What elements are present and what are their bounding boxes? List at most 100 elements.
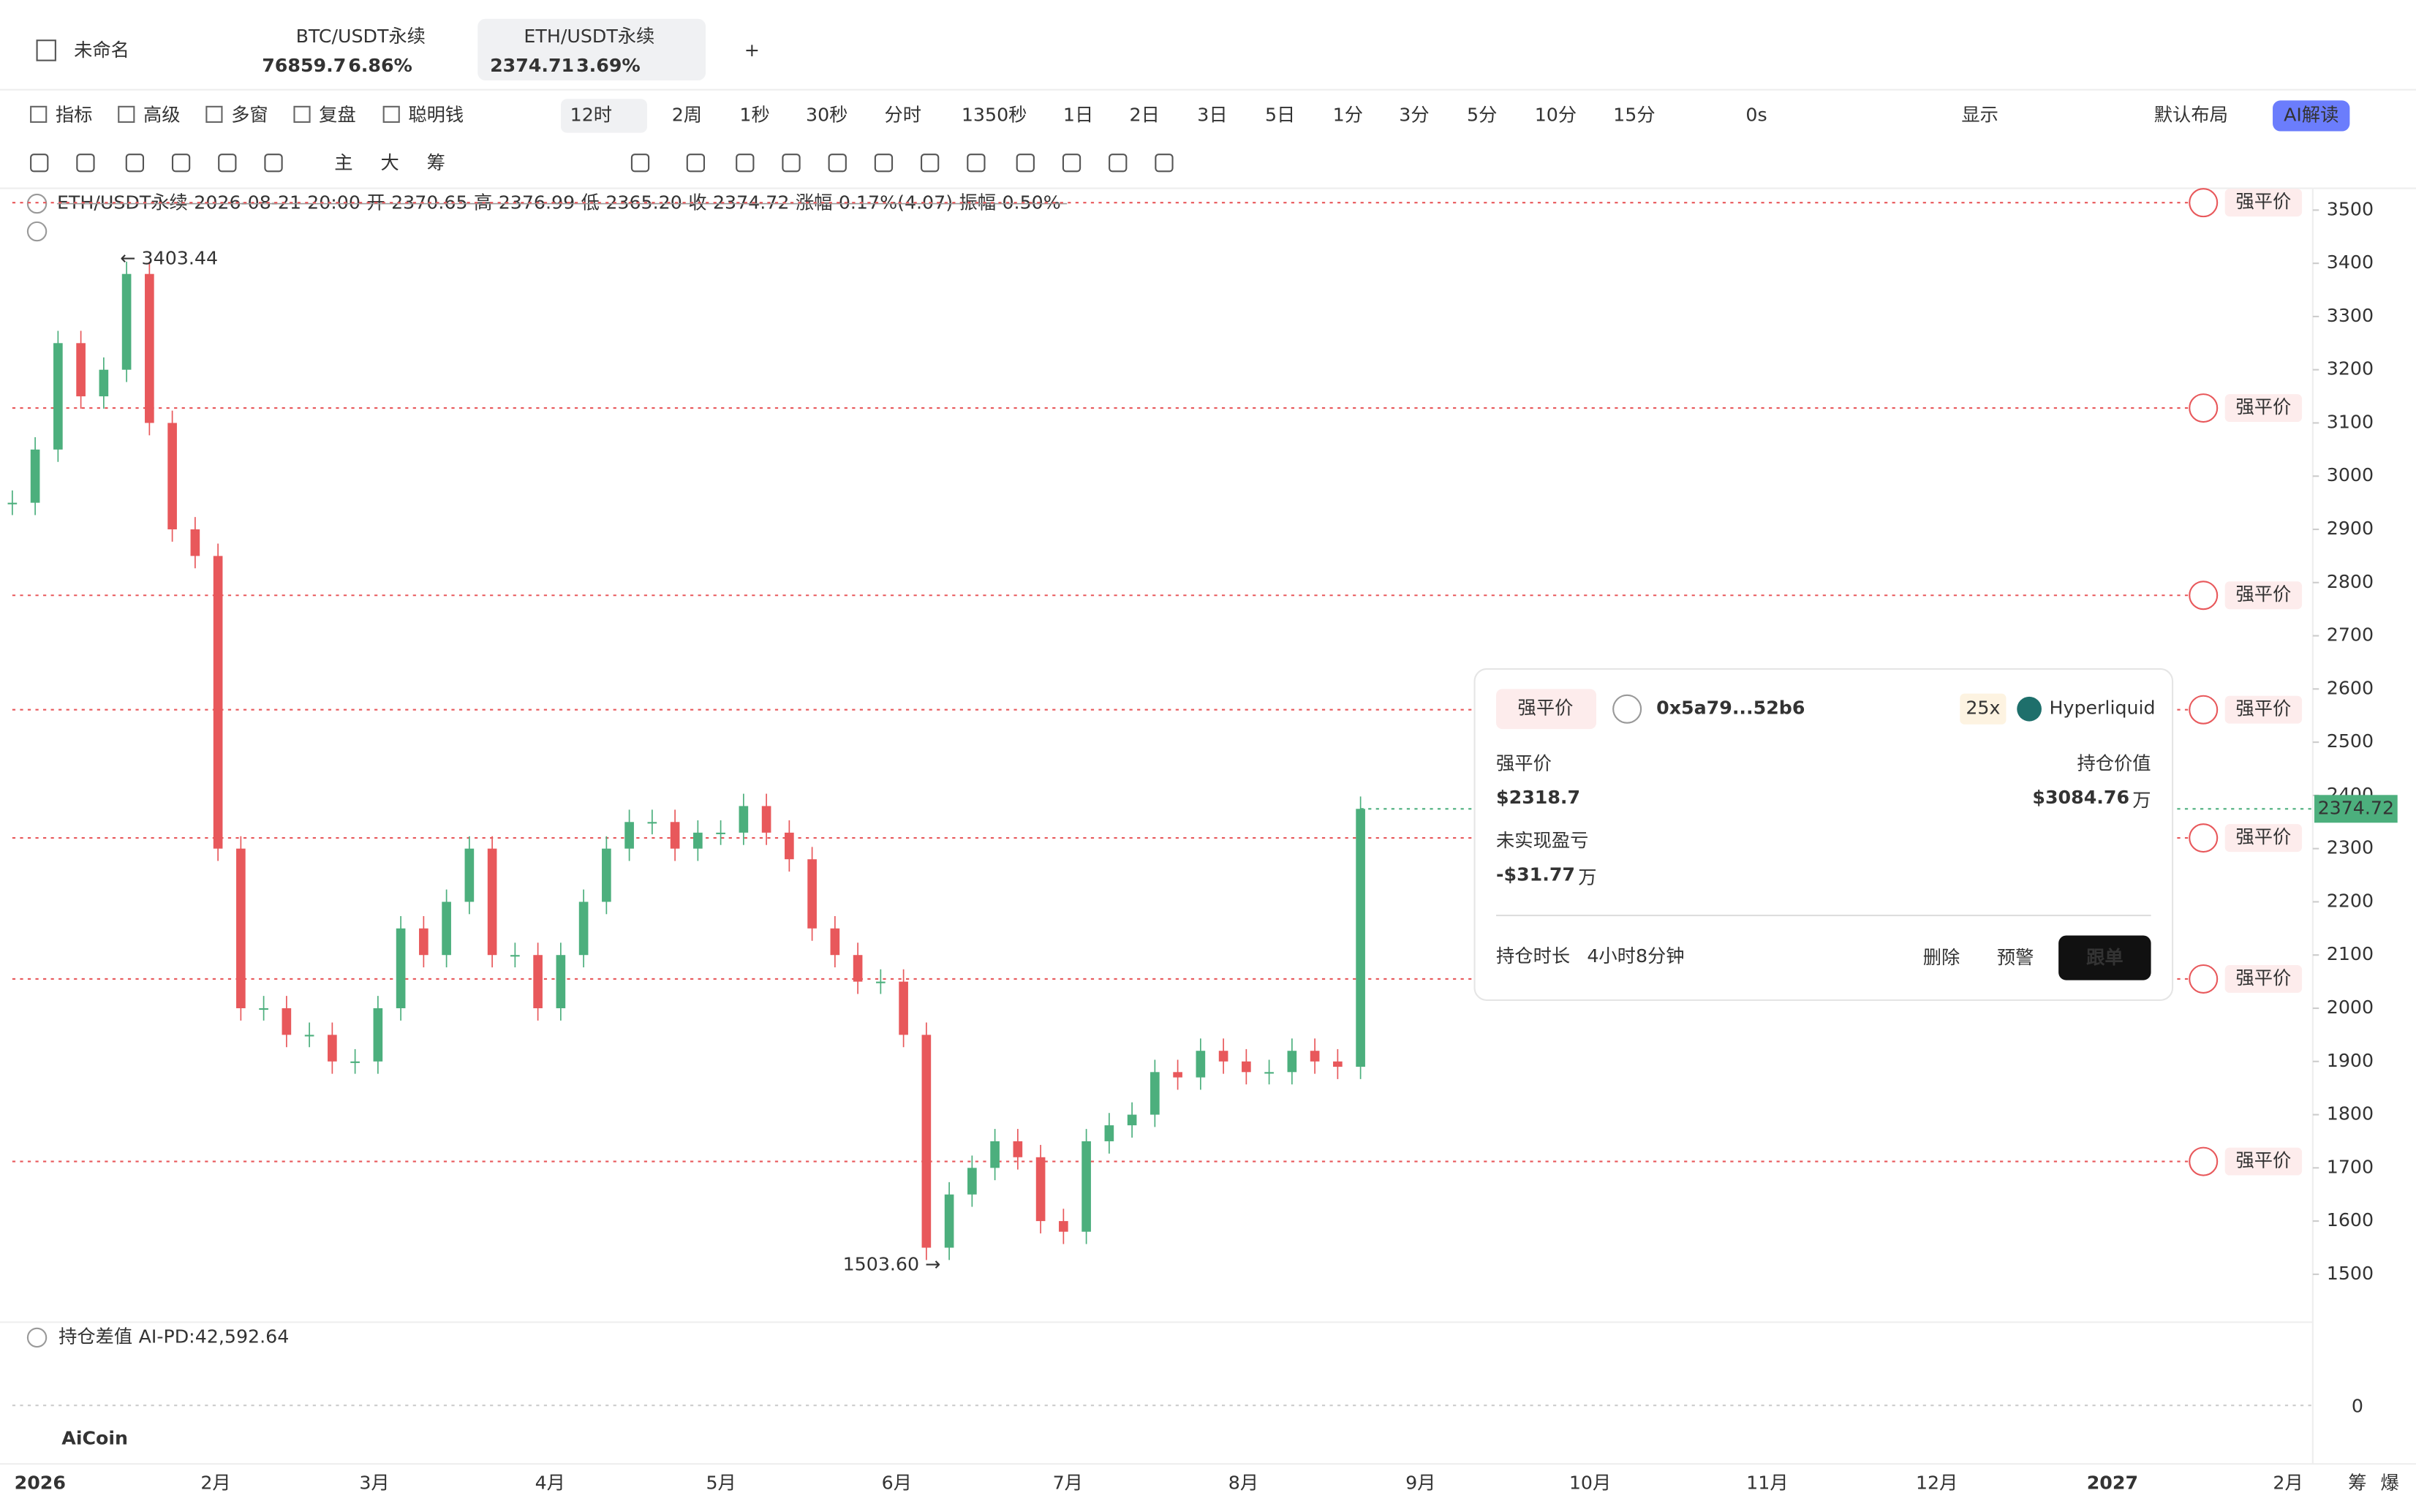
- candle: [624, 822, 634, 849]
- liquidation-tag[interactable]: 强平价: [2235, 191, 2291, 212]
- display-btn[interactable]: 显示: [1961, 104, 1998, 125]
- toolbar-item[interactable]: 聪明钱: [408, 104, 464, 125]
- interval[interactable]: 3日: [1197, 104, 1227, 125]
- liquidation-tag[interactable]: 强平价: [2235, 396, 2291, 417]
- popup-tag: 强平价: [1518, 698, 1574, 719]
- trader-avatar[interactable]: [2189, 695, 2219, 725]
- x-tick-label: 10月: [1569, 1473, 1611, 1494]
- delete-btn[interactable]: 删除: [1923, 947, 1960, 968]
- interval[interactable]: 1分: [1333, 104, 1363, 125]
- liquidation-tag[interactable]: 强平价: [2235, 826, 2291, 847]
- draw-label[interactable]: 主: [334, 152, 352, 173]
- candle: [602, 848, 611, 902]
- add-tab[interactable]: +: [744, 39, 760, 61]
- candle: [53, 343, 63, 450]
- interval[interactable]: 1350秒: [962, 104, 1027, 125]
- draw-tool[interactable]: [1109, 154, 1128, 173]
- draw-tool[interactable]: [1155, 154, 1174, 173]
- draw-label[interactable]: 筹: [427, 152, 445, 173]
- y-tick-label: 2900: [2327, 518, 2374, 539]
- y-tick-label: 3000: [2327, 464, 2374, 485]
- interval[interactable]: 2周: [672, 104, 702, 125]
- draw-tool[interactable]: [967, 154, 986, 173]
- draw-tool[interactable]: [30, 154, 49, 173]
- candle: [464, 848, 475, 902]
- y-tick-label: 2000: [2327, 997, 2374, 1018]
- draw-tool[interactable]: [171, 154, 191, 173]
- interval[interactable]: 1日: [1063, 104, 1093, 125]
- liquidation-tag-bg: [2224, 824, 2303, 853]
- collapse-icon[interactable]: [26, 1327, 48, 1348]
- toolbar-item[interactable]: 多窗: [231, 104, 268, 125]
- tab-name[interactable]: BTC/USDT永续: [296, 26, 426, 47]
- draw-label[interactable]: 大: [380, 152, 399, 173]
- draw-tool[interactable]: [921, 154, 940, 173]
- collapse-icon[interactable]: [26, 221, 48, 242]
- interval[interactable]: 15分: [1613, 104, 1655, 125]
- trader-avatar[interactable]: [2189, 581, 2219, 611]
- candle: [510, 955, 520, 957]
- draw-tool[interactable]: [218, 154, 237, 173]
- draw-tool[interactable]: [874, 154, 894, 173]
- candle: [304, 1035, 314, 1037]
- popup-address[interactable]: 0x5a79...52b6: [1656, 698, 1805, 719]
- toolbar-item[interactable]: 高级: [143, 104, 181, 125]
- draw-tool[interactable]: [630, 154, 650, 173]
- x-tick-label: 6月: [882, 1473, 912, 1494]
- interval[interactable]: 分时: [885, 104, 922, 125]
- bottom-btn[interactable]: 爆: [2381, 1473, 2399, 1494]
- follow-btn-bg[interactable]: [2058, 935, 2151, 980]
- layout-btn[interactable]: 默认布局: [2154, 104, 2228, 125]
- collapse-icon[interactable]: [26, 193, 48, 214]
- draw-tool[interactable]: [1062, 154, 1081, 173]
- y-tick-label: 3300: [2327, 305, 2374, 326]
- candle: [739, 806, 749, 833]
- interval[interactable]: 10分: [1535, 104, 1577, 125]
- candle: [899, 981, 908, 1035]
- bottom-btn[interactable]: 筹: [2348, 1473, 2366, 1494]
- interval[interactable]: 2日: [1130, 104, 1160, 125]
- y-tick-label: 3400: [2327, 252, 2374, 273]
- draw-tool[interactable]: [828, 154, 847, 173]
- x-tick-label: 7月: [1053, 1473, 1083, 1494]
- draw-tool[interactable]: [264, 154, 283, 173]
- alert-btn[interactable]: 预警: [1997, 947, 2034, 968]
- interval[interactable]: 12时: [570, 104, 612, 125]
- trader-avatar[interactable]: [2189, 823, 2219, 853]
- trader-avatar[interactable]: [2189, 1146, 2219, 1176]
- draw-tool[interactable]: [1016, 154, 1035, 173]
- interval[interactable]: 5日: [1265, 104, 1295, 125]
- draw-tool[interactable]: [736, 154, 755, 173]
- draw-tool[interactable]: [686, 154, 706, 173]
- candle: [1173, 1072, 1182, 1078]
- candle: [396, 928, 406, 1008]
- trader-avatar[interactable]: [2189, 393, 2219, 423]
- ai-btn[interactable]: AI解读: [2284, 104, 2338, 125]
- draw-tool[interactable]: [125, 154, 145, 173]
- liquidation-tag[interactable]: 强平价: [2235, 698, 2291, 719]
- draw-tool[interactable]: [76, 154, 95, 173]
- liquidation-tag[interactable]: 强平价: [2235, 1150, 2291, 1171]
- interval[interactable]: 3分: [1399, 104, 1429, 125]
- liquidation-tag[interactable]: 强平价: [2235, 583, 2291, 605]
- trader-avatar[interactable]: [2189, 964, 2219, 994]
- liquidation-tag[interactable]: 强平价: [2235, 967, 2291, 989]
- candle: [1218, 1051, 1228, 1062]
- draw-tool[interactable]: [782, 154, 801, 173]
- follow-btn[interactable]: 跟单: [2086, 947, 2124, 968]
- candle: [533, 955, 543, 1008]
- candle: [921, 1035, 932, 1248]
- trader-avatar[interactable]: [2189, 188, 2219, 218]
- interval[interactable]: 30秒: [806, 104, 848, 125]
- candle: [1127, 1114, 1137, 1126]
- y-tick-label: 3200: [2327, 358, 2374, 379]
- low-annotation: 1503.60 →: [843, 1253, 941, 1274]
- interval[interactable]: 5分: [1467, 104, 1497, 125]
- liquidation-tag-bg: [2224, 965, 2303, 993]
- tab[interactable]: 未命名: [74, 39, 129, 61]
- toolbar-item[interactable]: 复盘: [319, 104, 356, 125]
- tab-name[interactable]: ETH/USDT永续: [524, 26, 654, 47]
- interval[interactable]: 1秒: [739, 104, 769, 125]
- toolbar-item[interactable]: 指标: [56, 104, 93, 125]
